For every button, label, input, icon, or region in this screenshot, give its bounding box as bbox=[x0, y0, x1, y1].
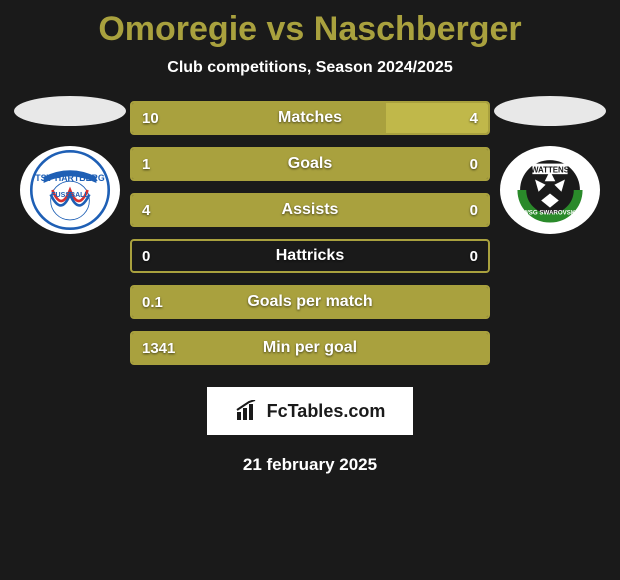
svg-text:WATTENS: WATTENS bbox=[531, 165, 569, 174]
left-player-col: TSV HARTBERG FUSSBALL bbox=[10, 101, 130, 234]
stat-bar: 0.1Goals per match bbox=[130, 285, 490, 319]
stat-bar: 1341Min per goal bbox=[130, 331, 490, 365]
main-row: TSV HARTBERG FUSSBALL 10Matches4 1Goals0 4… bbox=[0, 101, 620, 365]
stat-bar: 0Hattricks0 bbox=[130, 239, 490, 273]
svg-text:FUSSBALL: FUSSBALL bbox=[51, 192, 89, 199]
brand-text: FcTables.com bbox=[267, 401, 386, 422]
page-subtitle: Club competitions, Season 2024/2025 bbox=[167, 59, 452, 77]
stat-bar: 1Goals0 bbox=[130, 147, 490, 181]
stat-label: Min per goal bbox=[132, 333, 488, 363]
right-club-badge: WATTENS WSG SWAROVSKI bbox=[500, 146, 600, 234]
stat-bar: 10Matches4 bbox=[130, 101, 490, 135]
stat-label: Goals bbox=[132, 149, 488, 179]
infographic-root: Omoregie vs Naschberger Club competition… bbox=[0, 0, 620, 580]
svg-text:WSG SWAROVSKI: WSG SWAROVSKI bbox=[523, 210, 577, 217]
right-player-col: WATTENS WSG SWAROVSKI bbox=[490, 101, 610, 234]
stat-value-right bbox=[468, 333, 488, 363]
footer-date: 21 february 2025 bbox=[243, 455, 377, 475]
right-player-placeholder bbox=[494, 96, 606, 126]
stat-value-right: 4 bbox=[460, 103, 488, 133]
stats-bars: 10Matches41Goals04Assists00Hattricks00.1… bbox=[130, 101, 490, 365]
stat-value-right bbox=[468, 287, 488, 317]
left-club-badge: TSV HARTBERG FUSSBALL bbox=[20, 146, 120, 234]
chart-icon bbox=[235, 400, 261, 422]
stat-label: Matches bbox=[132, 103, 488, 133]
stat-bar: 4Assists0 bbox=[130, 193, 490, 227]
stat-label: Assists bbox=[132, 195, 488, 225]
stat-value-right: 0 bbox=[460, 241, 488, 271]
left-player-placeholder bbox=[14, 96, 126, 126]
stat-label: Goals per match bbox=[132, 287, 488, 317]
page-title: Omoregie vs Naschberger bbox=[98, 10, 521, 49]
wsg-wattens-icon: WATTENS WSG SWAROVSKI bbox=[500, 146, 600, 234]
brand-logo: FcTables.com bbox=[207, 387, 413, 435]
stat-label: Hattricks bbox=[132, 241, 488, 271]
stat-value-right: 0 bbox=[460, 195, 488, 225]
tsv-hartberg-icon: TSV HARTBERG FUSSBALL bbox=[20, 146, 120, 234]
stat-value-right: 0 bbox=[460, 149, 488, 179]
